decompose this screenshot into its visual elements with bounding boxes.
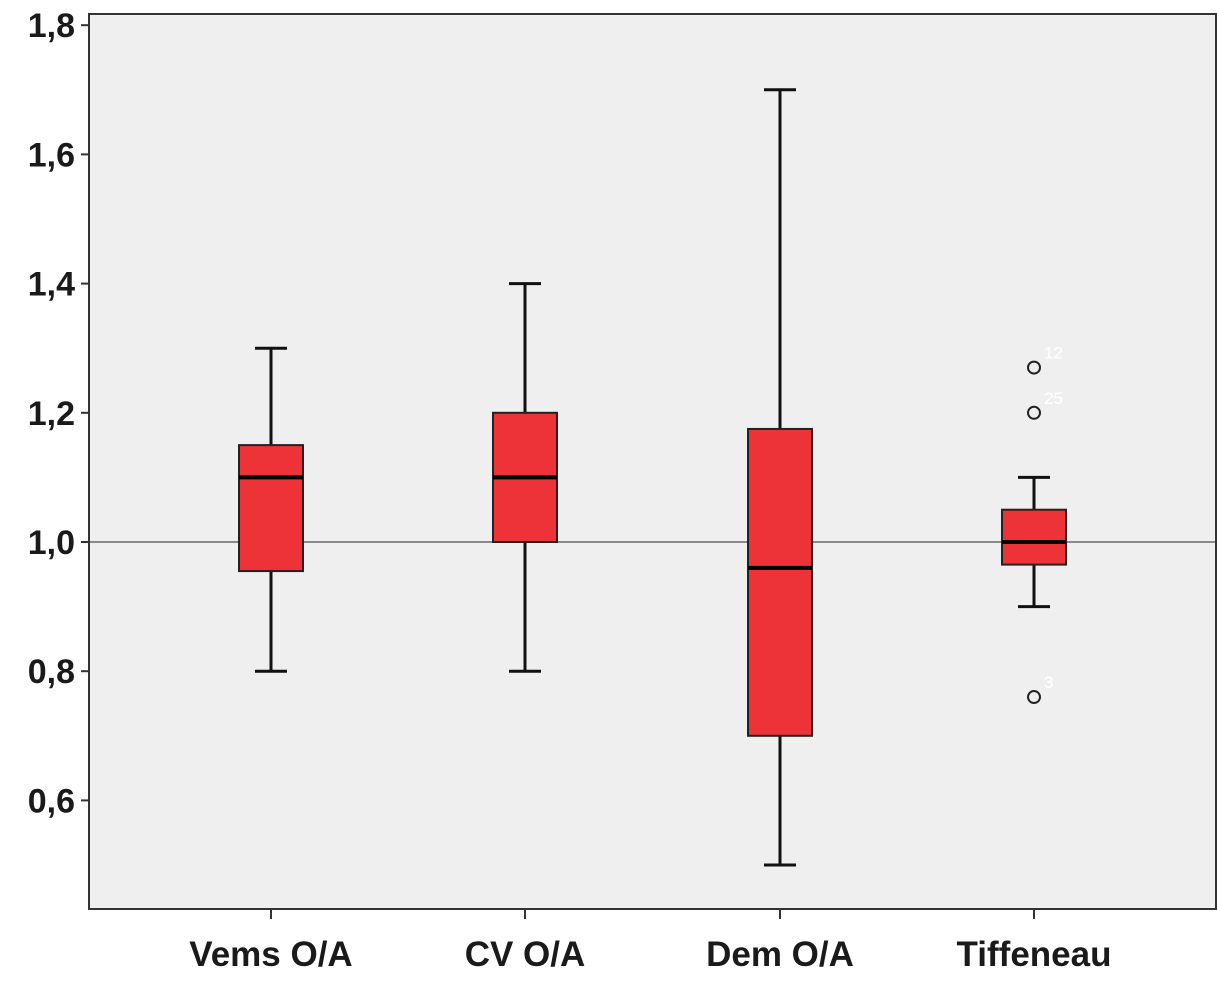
interquartile-box (1001, 508, 1067, 566)
box-3 (747, 88, 813, 867)
outlier-point (1027, 690, 1041, 705)
interquartile-box (238, 444, 304, 573)
outlier-label: 12 (1044, 344, 1063, 363)
x-axis: Vems O/A CV O/A Dem O/A Tiffeneau (189, 909, 1111, 974)
y-tick-label: 1,6 (28, 136, 75, 174)
box-4: 12 25 3 (1001, 344, 1067, 705)
box-1 (238, 346, 304, 673)
y-tick-label: 1,4 (28, 266, 75, 304)
x-category-label: Vems O/A (189, 935, 352, 974)
x-category-label: Tiffeneau (957, 935, 1112, 974)
y-axis: 0,6 0,8 1,0 1,2 1,4 1,6 1,8 (28, 7, 89, 820)
x-category-label: Dem O/A (706, 935, 854, 974)
outlier-point (1027, 360, 1041, 375)
box-2 (492, 282, 558, 673)
y-tick-label: 1,8 (28, 7, 75, 45)
y-tick-label: 1,2 (28, 395, 75, 433)
box-group: 12 25 3 (238, 88, 1067, 867)
outlier-label: 25 (1044, 389, 1063, 408)
outlier-point (1027, 405, 1041, 420)
outlier-label: 3 (1044, 673, 1053, 692)
y-tick-label: 0,6 (28, 782, 75, 820)
y-tick-label: 0,8 (28, 653, 75, 691)
y-tick-label: 1,0 (28, 524, 75, 562)
x-category-label: CV O/A (465, 935, 586, 974)
interquartile-box (747, 427, 813, 737)
